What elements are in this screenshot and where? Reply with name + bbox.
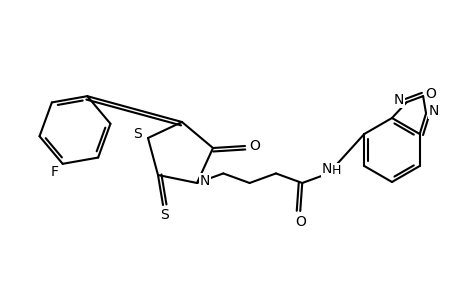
Text: O: O <box>425 87 436 101</box>
Text: S: S <box>160 208 169 222</box>
Text: O: O <box>294 215 305 229</box>
Text: F: F <box>50 165 59 179</box>
Text: N: N <box>199 174 210 188</box>
Text: H: H <box>331 164 341 177</box>
Text: S: S <box>133 127 142 141</box>
Text: N: N <box>321 162 331 176</box>
Text: N: N <box>428 104 438 118</box>
Text: O: O <box>249 139 260 153</box>
Text: N: N <box>392 93 403 107</box>
